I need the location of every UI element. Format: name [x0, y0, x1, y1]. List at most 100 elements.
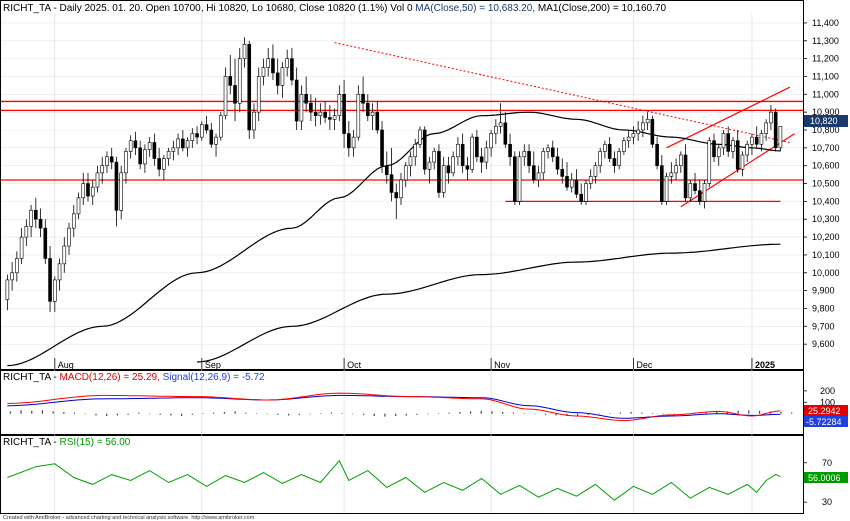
candle-body	[660, 165, 664, 202]
candle-body	[237, 58, 242, 104]
candle-body	[697, 190, 702, 202]
candle-body	[76, 197, 81, 215]
candle-body	[769, 111, 773, 124]
macd-tick-label: 100	[820, 397, 835, 407]
candle-body	[375, 111, 380, 131]
candle-body	[209, 129, 214, 145]
candle-body	[71, 213, 76, 229]
y-tick-label: 11,000	[812, 89, 839, 99]
candle-body	[679, 154, 683, 166]
candle-body	[52, 279, 57, 302]
candle-body	[24, 226, 29, 238]
candle-body	[218, 115, 223, 138]
candle-body	[451, 156, 455, 174]
macd-badge	[804, 405, 848, 416]
candle-body	[133, 140, 138, 149]
candle-body	[299, 94, 304, 122]
y-tick-label: 11,200	[812, 54, 839, 64]
price-badge	[804, 115, 848, 127]
candle-body	[5, 279, 10, 300]
trend-resistance-line	[334, 42, 790, 143]
candle-body	[214, 136, 218, 145]
candle-body	[408, 156, 413, 166]
candle-body	[228, 76, 233, 86]
candle-body	[290, 58, 294, 81]
y-tick-label: 11,300	[812, 36, 839, 46]
candle-body	[67, 227, 71, 247]
y-tick-label: 11,400	[812, 18, 839, 28]
candlesticks	[5, 37, 783, 313]
x-tick-label: Nov	[494, 360, 511, 370]
y-tick-label: 9,900	[812, 286, 835, 296]
candle-body	[716, 147, 721, 158]
candle-body	[536, 172, 541, 181]
candle-body	[29, 210, 33, 227]
candle-body	[384, 165, 389, 175]
candle-body	[323, 111, 327, 118]
candle-body	[138, 147, 142, 165]
y-tick-label: 9,700	[812, 321, 835, 331]
candle-body	[612, 158, 617, 166]
candle-body	[707, 140, 712, 184]
candle-body	[10, 272, 14, 281]
candle-body	[645, 118, 650, 124]
macd-header: RICHT_TA - MACD(12,26) = 25.29, Signal(1…	[3, 372, 265, 383]
candle-body	[750, 136, 754, 145]
candle-body	[726, 133, 731, 152]
candle-body	[266, 58, 271, 68]
candle-body	[48, 258, 52, 302]
candle-body	[688, 183, 693, 199]
candle-body	[261, 67, 266, 77]
candle-body	[313, 111, 318, 117]
candle-body	[432, 151, 436, 163]
candle-body	[465, 165, 470, 170]
candle-body	[332, 115, 337, 120]
candle-body	[569, 179, 574, 188]
candle-body	[147, 142, 152, 150]
candle-body	[361, 94, 365, 104]
candle-body	[475, 136, 479, 158]
candle-body	[418, 129, 422, 145]
rsi-header-prefix: RICHT_TA -	[3, 437, 59, 448]
candle-body	[579, 193, 584, 202]
candle-body	[479, 156, 484, 163]
candle-body	[43, 227, 48, 259]
candle-body	[574, 179, 579, 195]
candle-body	[626, 136, 631, 142]
candle-body	[778, 126, 783, 149]
macd-tick-label: 200	[820, 386, 835, 396]
candle-body	[318, 111, 323, 117]
candle-body	[347, 133, 351, 149]
x-tick-label: Aug	[58, 360, 74, 370]
candle-body	[242, 44, 247, 59]
candle-body	[773, 111, 778, 149]
candle-body	[171, 147, 176, 152]
candle-body	[399, 179, 403, 199]
candle-body	[413, 143, 418, 158]
channel-upper-line	[666, 86, 791, 149]
signal-badge	[804, 416, 848, 427]
candle-body	[631, 133, 636, 138]
candle-body	[356, 94, 361, 138]
price-axis: 9,600 9,700 9,800 9,900 10,000 10,100 10,200 10…	[803, 18, 840, 349]
price-header: RICHT_TA - Daily 2025. 01. 20. Open 1070…	[3, 3, 666, 14]
y-tick-label: 10,300	[812, 214, 840, 224]
candle-body	[394, 192, 399, 199]
macd-line	[7, 392, 781, 422]
candle-body	[95, 172, 100, 188]
x-tick-label: 2025	[755, 360, 775, 370]
candle-body	[731, 140, 735, 152]
candle-body	[546, 147, 550, 152]
candle-body	[702, 183, 707, 202]
rsi-series: 30 70	[7, 458, 832, 507]
rsi-tick-label: 70	[822, 458, 832, 468]
candle-body	[674, 165, 678, 174]
x-tick-label: Oct	[347, 360, 362, 370]
candle-body	[745, 143, 750, 156]
macd-legend: MACD(12,26) = 25.29,	[59, 372, 162, 383]
candle-body	[664, 176, 669, 202]
candle-body	[437, 151, 441, 193]
candle-body	[588, 176, 593, 184]
candle-body	[128, 140, 133, 152]
candle-body	[86, 183, 90, 197]
